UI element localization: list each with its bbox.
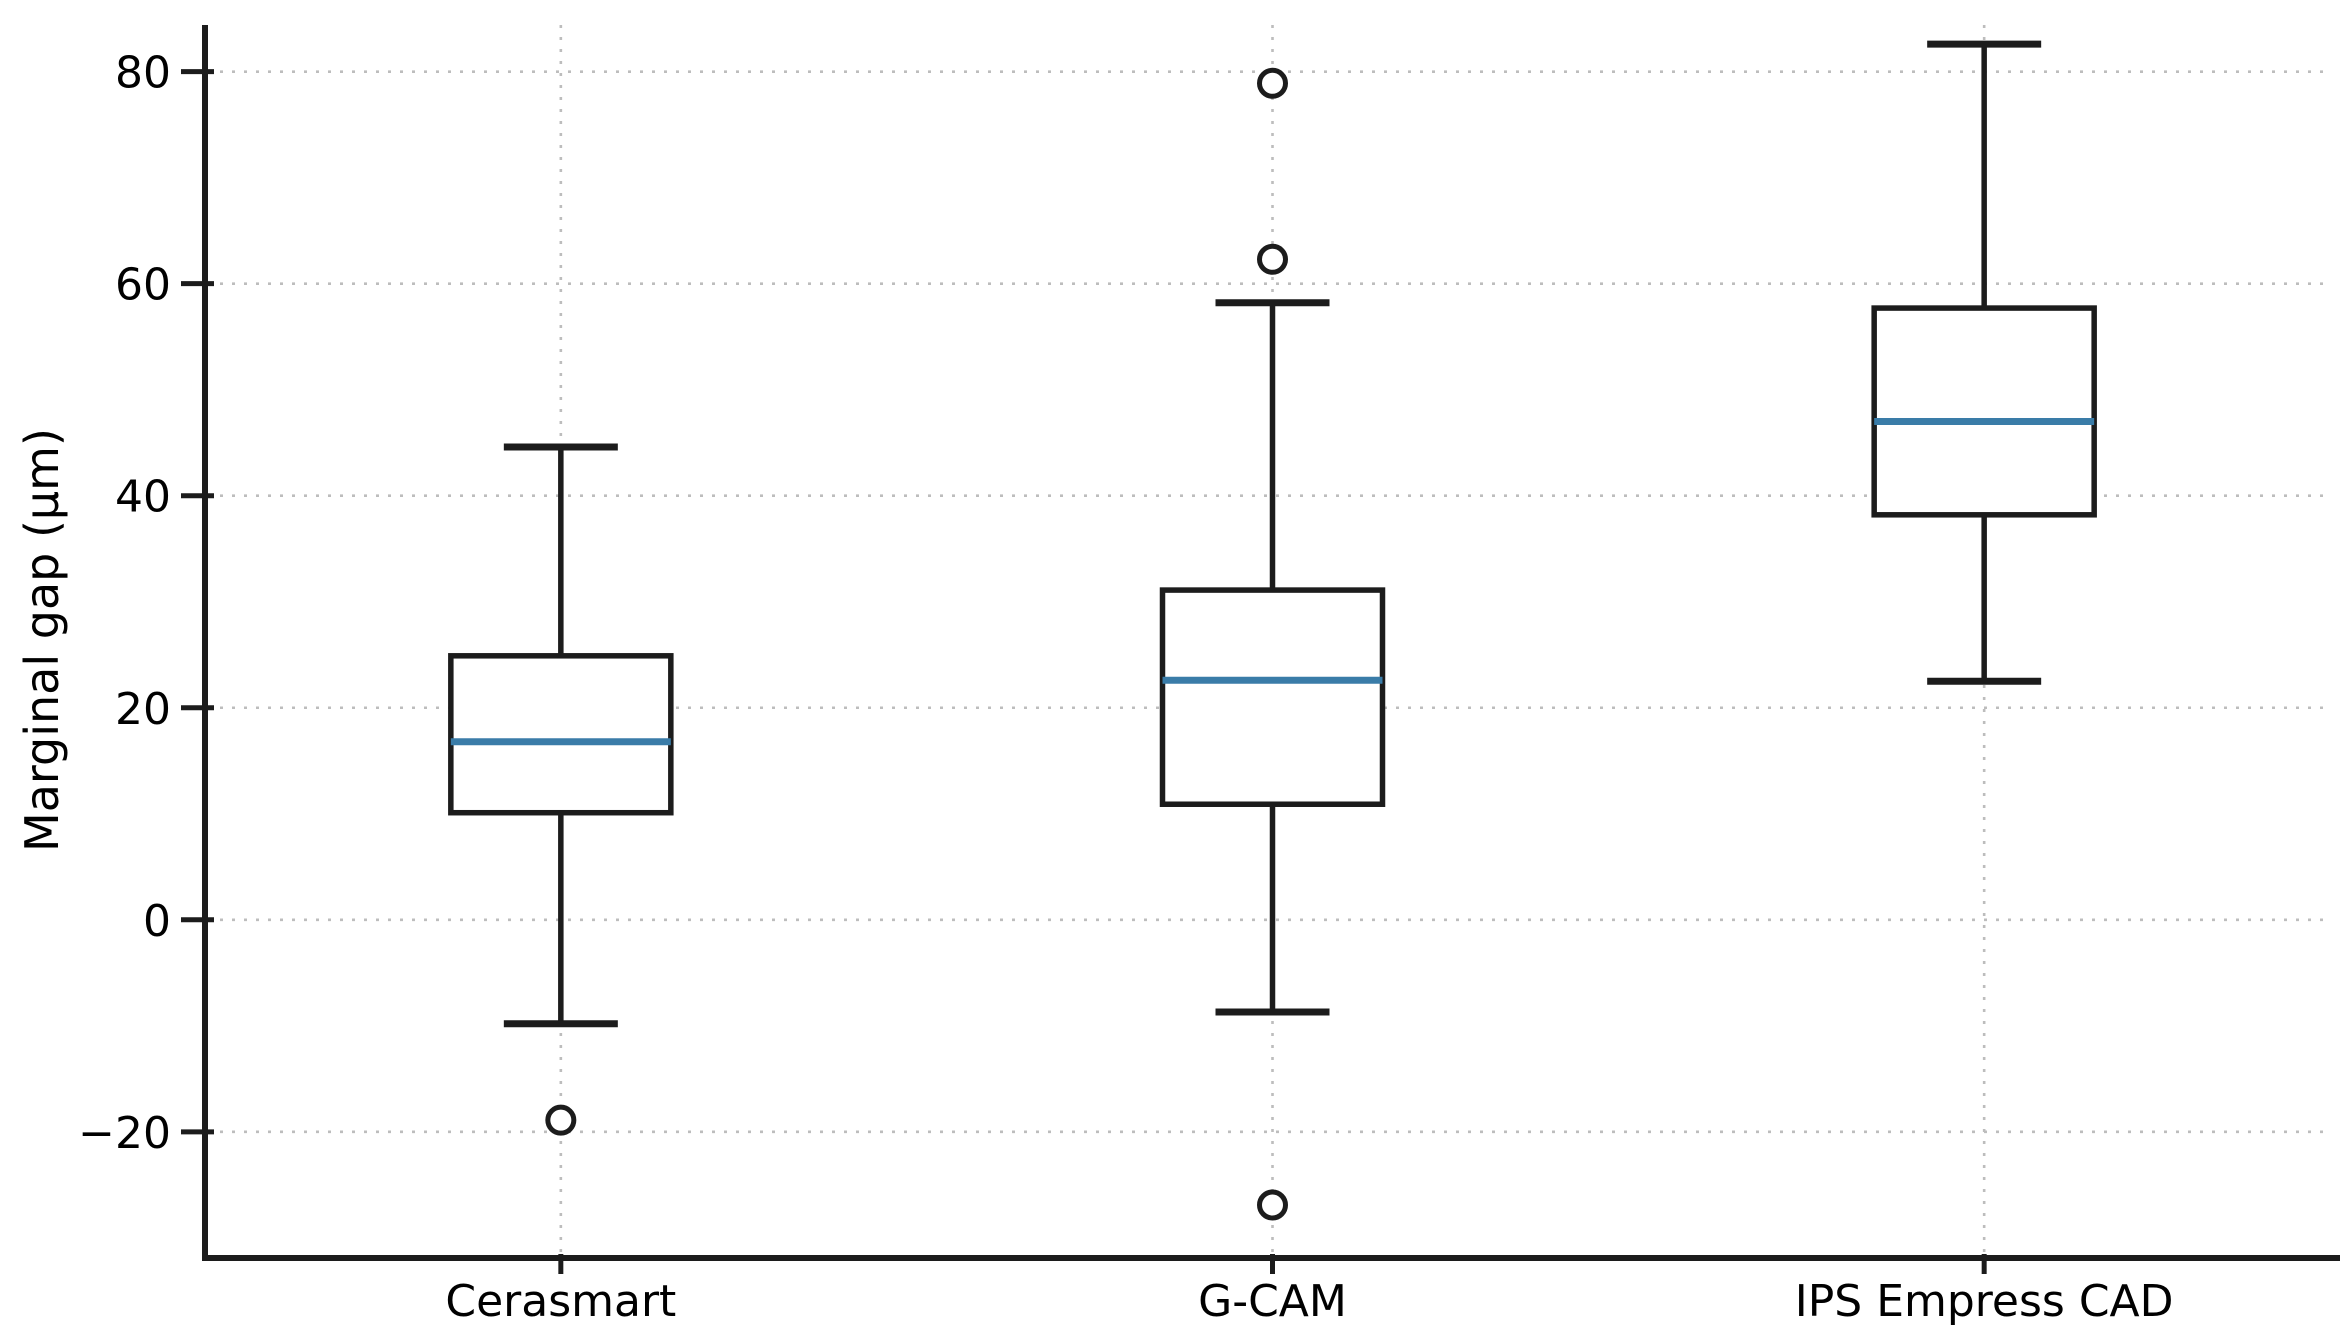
y-tick-label: 80 — [115, 48, 171, 99]
y-tick-label: 0 — [143, 896, 171, 947]
iqr-box — [1871, 305, 2097, 518]
y-tick-label: 20 — [115, 684, 171, 735]
outlier-point — [1257, 1189, 1288, 1221]
y-tick-label: 60 — [115, 260, 171, 311]
outlier-point — [545, 1104, 577, 1136]
category-label: IPS Empress CAD — [1795, 1276, 2174, 1327]
iqr-box — [1159, 587, 1386, 807]
iqr-box — [448, 653, 674, 816]
y-tick-label: 40 — [115, 472, 171, 523]
category-label: G-CAM — [1198, 1276, 1347, 1327]
outlier-point — [1257, 67, 1288, 99]
outlier-point — [1257, 243, 1288, 275]
category-label: Cerasmart — [445, 1276, 676, 1327]
y-tick-label: −20 — [78, 1108, 171, 1159]
